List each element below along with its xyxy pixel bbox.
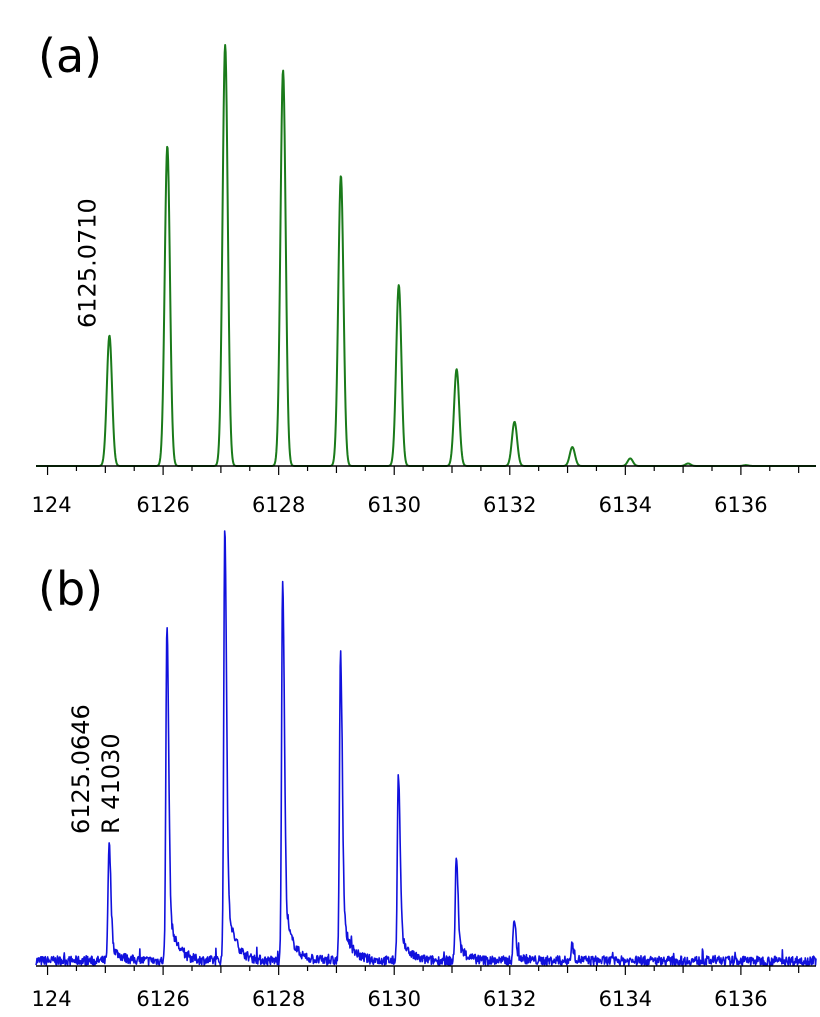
- x-tick-label: 6126: [136, 493, 189, 517]
- x-tick-label: 6132: [483, 493, 536, 517]
- x-tick-label: 6128: [252, 987, 305, 1011]
- spectrum-trace: [35, 530, 817, 966]
- x-tick-label: 124: [32, 987, 72, 1011]
- x-tick-label: 6132: [483, 987, 536, 1011]
- x-tick-label: 6134: [599, 493, 652, 517]
- peak-annotation: 6125.0710: [73, 198, 101, 328]
- spectrum-trace: [35, 44, 817, 467]
- peak-annotation: R 41030: [97, 733, 125, 834]
- spectrum-panel-a: (a) 124 6126 6128 6130 6132 6134 6136 6125.0710: [32, 29, 817, 517]
- x-tick-label: 6130: [367, 493, 420, 517]
- x-tick-label: 6134: [599, 987, 652, 1011]
- panel-label: (a): [38, 29, 102, 83]
- spectrum-panel-b: (b) 124 6126 6128 6130 6132 6134 6136 6125.0646 R…: [32, 530, 817, 1011]
- peak-annotation: 6125.0646: [67, 704, 95, 834]
- x-tick-label: 6126: [136, 987, 189, 1011]
- x-tick-label: 124: [32, 493, 72, 517]
- x-tick-label: 6136: [714, 987, 767, 1011]
- x-tick-label: 6130: [367, 987, 420, 1011]
- x-tick-label: 6128: [252, 493, 305, 517]
- x-tick-label: 6136: [714, 493, 767, 517]
- panel-label: (b): [38, 562, 103, 616]
